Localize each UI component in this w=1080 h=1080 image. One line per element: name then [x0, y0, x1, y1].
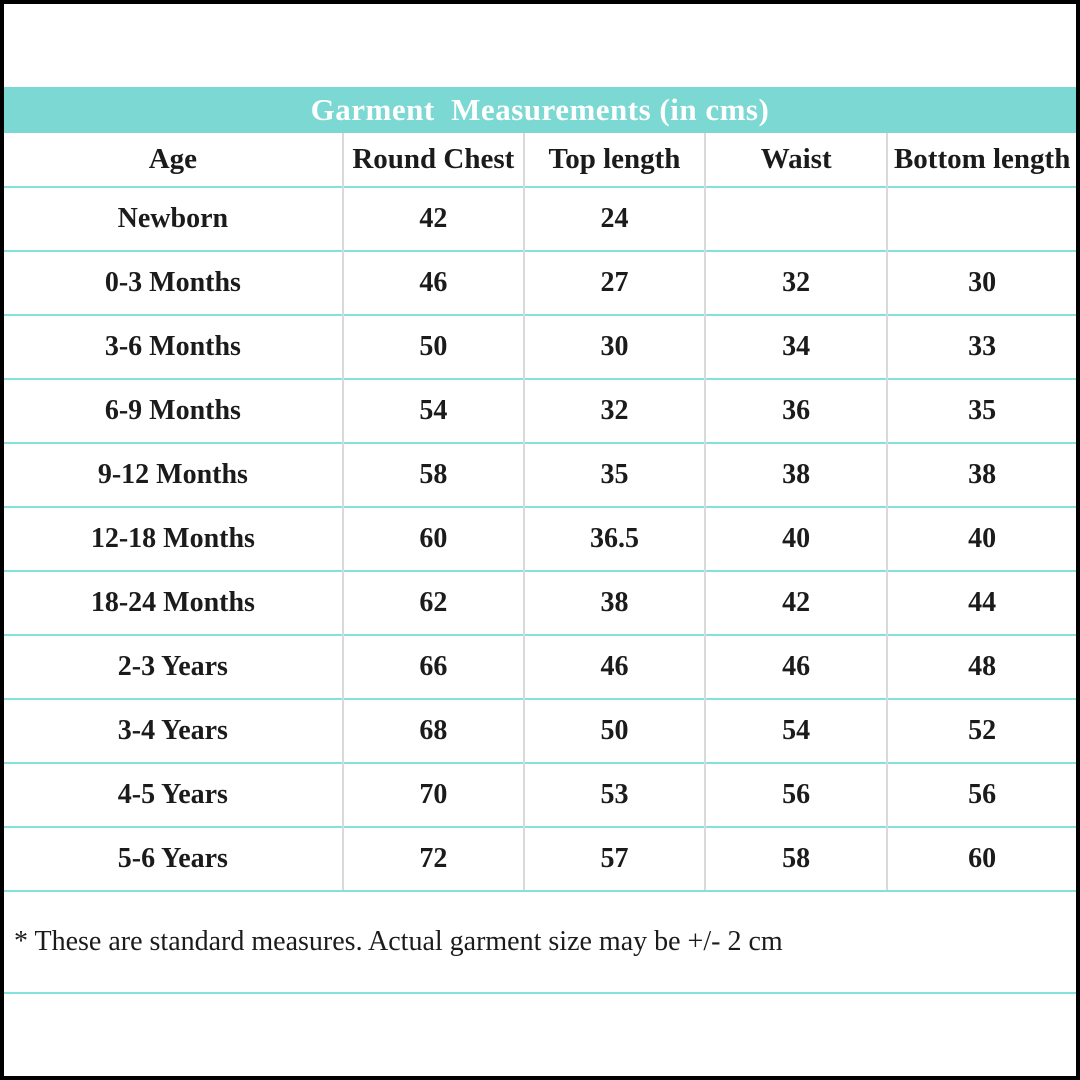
table-cell: 42	[341, 186, 524, 251]
table-cell: 72	[341, 826, 524, 892]
col-header-bottom-length: Bottom length	[886, 133, 1076, 187]
table-row: Newborn 42 24	[4, 186, 1076, 251]
col-header-waist: Waist	[704, 133, 888, 187]
table-cell: 40	[886, 506, 1076, 571]
table-cell: 46	[522, 634, 706, 699]
table-row: 9-12 Months 58 35 38 38	[4, 442, 1076, 507]
table-cell: 57	[522, 826, 706, 892]
table-cell: 3-4 Years	[4, 698, 343, 763]
table-cell: 38	[704, 442, 888, 507]
table-body: Newborn 42 24 0-3 Months 46 27 32 30 3-6 Months 5…	[4, 186, 1076, 892]
table-cell: 56	[886, 762, 1076, 827]
table-cell: 40	[704, 506, 888, 571]
table-header: Age Round Chest Top length Waist Bottom …	[4, 133, 1076, 187]
table-row: 2-3 Years 66 46 46 48	[4, 634, 1076, 699]
col-header-age: Age	[148, 143, 198, 175]
table-cell: 6-9 Months	[4, 378, 343, 443]
table-row: 5-6 Years 72 57 58 60	[4, 826, 1076, 892]
table-cell: 34	[704, 314, 888, 379]
table-cell: 24	[522, 186, 706, 251]
table-cell: 54	[704, 698, 888, 763]
table-cell: 12-18 Months	[4, 506, 343, 571]
table-cell: Newborn	[4, 186, 343, 251]
table-cell: 58	[341, 442, 524, 507]
table-cell: 46	[341, 250, 524, 315]
table-cell	[704, 186, 888, 251]
garment-measurements-table: Age Round Chest Top length Waist Bottom …	[4, 133, 1076, 892]
footnote-row: * These are standard measures. Actual ga…	[4, 892, 1076, 994]
table-cell: 53	[522, 762, 706, 827]
table-cell: 66	[341, 634, 524, 699]
table-cell: 35	[886, 378, 1076, 443]
col-header-top-length: Top length	[522, 133, 706, 187]
table-row: 12-18 Months 60 36.5 40 40	[4, 506, 1076, 571]
table-cell: 30	[886, 250, 1076, 315]
table-cell: 5-6 Years	[4, 826, 343, 892]
table-row: 0-3 Months 46 27 32 30	[4, 250, 1076, 315]
table-cell: 68	[341, 698, 524, 763]
table-cell	[886, 186, 1076, 251]
table-cell: 9-12 Months	[4, 442, 343, 507]
table-cell: 38	[886, 442, 1076, 507]
table-cell: 44	[886, 570, 1076, 635]
table-cell: 48	[886, 634, 1076, 699]
table-row: 4-5 Years 70 53 56 56	[4, 762, 1076, 827]
table-cell: 56	[704, 762, 888, 827]
table-cell: 62	[341, 570, 524, 635]
table-cell: 18-24 Months	[4, 570, 343, 635]
footnote-text: * These are standard measures. Actual ga…	[14, 926, 783, 957]
table-title-banner: Garment Measurements (in cms)	[4, 87, 1076, 133]
table-cell: 36	[704, 378, 888, 443]
table-cell: 54	[341, 378, 524, 443]
table-cell: 30	[522, 314, 706, 379]
table-title: Garment Measurements (in cms)	[310, 92, 770, 127]
table-cell: 3-6 Months	[4, 314, 343, 379]
table-cell: 33	[886, 314, 1076, 379]
table-row: 18-24 Months 62 38 42 44	[4, 570, 1076, 635]
table-cell: 36.5	[522, 506, 706, 571]
table-cell: 70	[341, 762, 524, 827]
table-cell: 38	[522, 570, 706, 635]
table-cell: 60	[341, 506, 524, 571]
table-cell: 52	[886, 698, 1076, 763]
table-cell: 0-3 Months	[4, 250, 343, 315]
table-cell: 2-3 Years	[4, 634, 343, 699]
table-cell: 32	[522, 378, 706, 443]
table-cell: 58	[704, 826, 888, 892]
table-cell: 4-5 Years	[4, 762, 343, 827]
table-cell: 32	[704, 250, 888, 315]
table-cell: 42	[704, 570, 888, 635]
table-cell: 46	[704, 634, 888, 699]
table-cell: 27	[522, 250, 706, 315]
table-cell: 50	[341, 314, 524, 379]
table-cell: 35	[522, 442, 706, 507]
table-row: 3-4 Years 68 50 54 52	[4, 698, 1076, 763]
table-header-row: Age Round Chest Top length Waist Bottom …	[4, 133, 1076, 187]
table-cell: 60	[886, 826, 1076, 892]
col-header-round-chest: Round Chest	[341, 133, 524, 187]
table-row: 6-9 Months 54 32 36 35	[4, 378, 1076, 443]
table-cell: 50	[522, 698, 706, 763]
table-row: 3-6 Months 50 30 34 33	[4, 314, 1076, 379]
